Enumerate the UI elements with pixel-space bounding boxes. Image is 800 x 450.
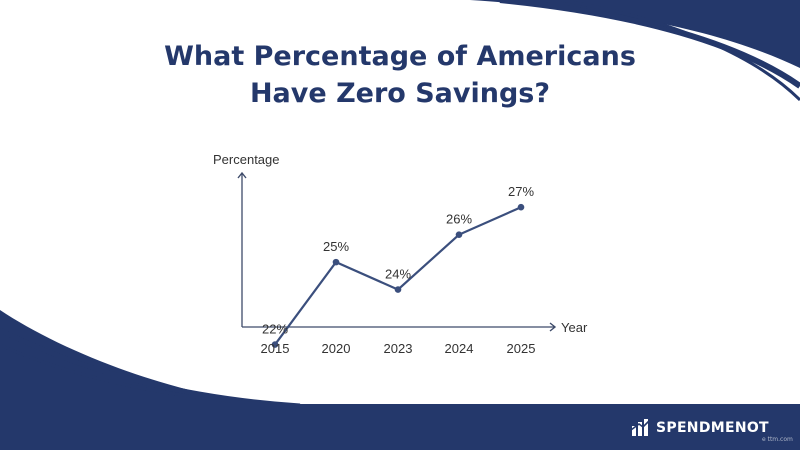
data-label: 26% <box>446 212 472 227</box>
wave-top-right-2 <box>499 0 800 89</box>
wave-bottom-left-1 <box>0 310 260 404</box>
data-label: 24% <box>385 267 411 282</box>
wave-top-right-1 <box>470 0 800 68</box>
page-title: What Percentage of Americans Have Zero S… <box>0 38 800 112</box>
x-axis-label: Year <box>561 320 588 335</box>
x-tick-label: 2023 <box>384 341 413 356</box>
x-tick-label: 2024 <box>445 341 474 356</box>
data-label: 25% <box>323 239 349 254</box>
building-logo-icon <box>630 419 650 436</box>
title-line-1: What Percentage of Americans <box>164 41 636 72</box>
data-label: 22% <box>262 322 288 337</box>
data-label: 27% <box>508 184 534 199</box>
x-tick-label: 2015 <box>261 341 290 356</box>
footer-band <box>0 404 800 450</box>
x-tick-label: 2020 <box>322 341 351 356</box>
y-axis-label: Percentage <box>213 152 280 167</box>
data-point <box>332 258 340 266</box>
data-point <box>517 203 525 211</box>
wave-top-right-3 <box>559 0 800 102</box>
x-tick-label: 2025 <box>507 341 536 356</box>
credit-text: e ttm.com <box>762 436 793 443</box>
brand-logo: SPENDMENOT <box>630 418 769 438</box>
brand-name: SPENDMENOT <box>656 420 769 436</box>
data-point <box>455 231 463 238</box>
data-point <box>271 341 279 348</box>
title-line-2: Have Zero Savings? <box>249 78 551 109</box>
data-point <box>394 286 402 293</box>
